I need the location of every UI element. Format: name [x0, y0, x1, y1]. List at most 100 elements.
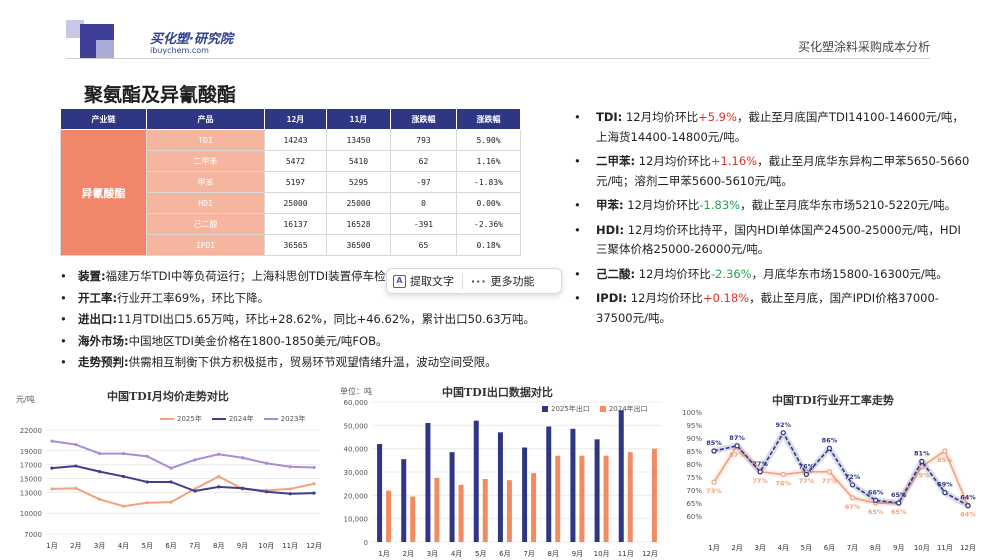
popup-divider — [462, 273, 463, 289]
data-point — [240, 456, 245, 460]
y-tick-label: 95% — [686, 422, 702, 430]
chart-legend: 2025年出口 2024年出口 — [542, 404, 648, 414]
data-label: 65% — [891, 508, 907, 516]
bar — [555, 455, 561, 542]
note-change: +5.9% — [698, 110, 737, 124]
legend-swatch — [542, 406, 548, 412]
series-line — [51, 465, 315, 495]
bar — [546, 426, 552, 542]
x-tick-label: 8月 — [213, 542, 224, 550]
note-label: 己二酸: — [596, 266, 636, 281]
bullet-label: 海外市场: — [78, 333, 129, 348]
data-point — [711, 479, 717, 485]
x-tick-label: 2月 — [70, 542, 81, 550]
legend-item: 2024年出口 — [599, 404, 648, 414]
y-tick-label: 30,000 — [344, 469, 369, 477]
note-change: +1.16% — [710, 154, 758, 168]
header-divider — [66, 58, 930, 59]
change-pct-cell: -1.83% — [456, 171, 521, 193]
x-tick-label: 9月 — [893, 544, 904, 552]
bullet-label: 开工率: — [78, 290, 118, 305]
chart-title: 中国TDI出口数据对比 — [442, 386, 553, 399]
product-cell: TDI — [146, 129, 265, 151]
nov-price-cell: 25000 — [326, 192, 391, 214]
data-point — [50, 487, 54, 491]
bar — [522, 447, 528, 542]
data-label: 77% — [752, 477, 768, 485]
data-label: 85% — [706, 439, 722, 447]
data-label: 85% — [937, 456, 953, 464]
brand-logo: 买化塑·研究院 ibuychem.com — [66, 20, 233, 60]
x-tick-label: 6月 — [824, 544, 835, 552]
data-point — [98, 470, 102, 474]
product-cell: IPDI — [146, 234, 265, 256]
note-label: HDI: — [596, 222, 625, 237]
data-point — [169, 500, 173, 504]
change-cell: -97 — [390, 171, 457, 193]
series-line — [51, 440, 315, 470]
y-tick-label: 100% — [682, 409, 702, 417]
series-line — [713, 431, 969, 507]
y-tick-label: 70% — [686, 487, 702, 495]
legend-label: 2024年出口 — [608, 405, 648, 413]
data-point — [74, 486, 78, 490]
y-tick-label: 60,000 — [344, 399, 369, 407]
x-tick-label: 6月 — [499, 550, 510, 558]
data-point — [312, 482, 316, 486]
data-point — [264, 490, 268, 494]
data-label: 76% — [775, 479, 791, 487]
data-point — [145, 501, 149, 505]
legend-label: 2023年 — [280, 415, 306, 423]
data-point — [217, 474, 221, 479]
data-point — [169, 466, 173, 470]
series-glow — [711, 429, 971, 509]
chart-legend: 2025年 2024年 2023年 — [160, 414, 305, 424]
table-row: 己二酸 16137 16528 -391 -2.36% — [61, 213, 521, 235]
data-point — [264, 461, 268, 465]
change-cell: -391 — [390, 213, 457, 235]
more-dots-icon: ··· — [471, 274, 487, 288]
note-label: IPDI: — [596, 291, 628, 305]
bullet-text: 11月TDI出口5.65万吨，环比+28.62%，同比+46.62%，累计出口5… — [117, 312, 536, 326]
nov-price-cell: 16528 — [326, 213, 391, 235]
product-cell: 二甲苯 — [146, 150, 265, 172]
change-cell: 62 — [390, 150, 457, 172]
x-tick-label: 7月 — [847, 544, 858, 552]
data-point — [288, 487, 292, 491]
x-tick-label: 6月 — [165, 542, 176, 550]
nov-price-cell: 5295 — [326, 171, 391, 193]
y-tick-label: 75% — [686, 474, 702, 482]
bar — [449, 452, 455, 542]
report-title: 买化塑涂料采购成本分析 — [797, 40, 930, 54]
note-text: ，月底华东市场15800-16300元/吨。 — [751, 266, 948, 281]
bar — [618, 410, 624, 542]
column-header: 12月 — [264, 108, 327, 130]
summary-bullet: 海外市场:中国地区TDI美金价格在1800-1850美元/吨FOB。 — [56, 331, 576, 353]
change-cell: 793 — [390, 129, 457, 151]
summary-bullet: 开工率:行业开工率69%，环比下降。 — [56, 288, 576, 310]
data-point — [312, 491, 316, 495]
y-tick-label: 10,000 — [344, 516, 369, 524]
bullet-label: 走势预判: — [78, 355, 129, 369]
nov-price-cell: 36500 — [326, 234, 391, 256]
data-point — [734, 443, 740, 449]
more-functions-button[interactable]: ··· 更多功能 — [465, 271, 541, 291]
data-point — [74, 464, 78, 468]
extract-text-icon: A — [393, 274, 406, 288]
product-note: 己二酸: 12月均价环比-2.36%，月底华东市场15800-16300元/吨。 — [570, 265, 970, 285]
bar — [377, 444, 383, 542]
data-point — [121, 504, 126, 508]
bar — [401, 459, 407, 542]
bar — [497, 432, 503, 542]
note-text: ，截止至月底，国产IPDI价格37000-37500元/吨。 — [596, 291, 939, 325]
data-point — [169, 480, 173, 484]
data-point — [50, 466, 54, 470]
change-pct-cell: 0.18% — [456, 234, 521, 256]
legend-swatch — [211, 418, 226, 420]
extract-text-button[interactable]: A 提取文字 — [387, 271, 460, 291]
x-tick-label: 1月 — [378, 550, 389, 558]
data-point — [942, 489, 948, 496]
data-point — [193, 458, 197, 462]
x-tick-label: 11月 — [282, 542, 298, 550]
data-point — [312, 465, 316, 470]
